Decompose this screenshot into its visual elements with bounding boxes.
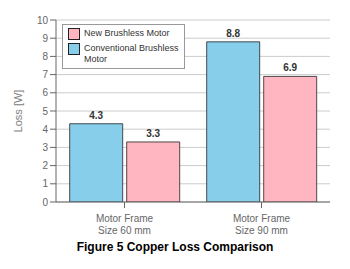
svg-text:Motor FrameSize 60 mm: Motor FrameSize 60 mm (96, 213, 154, 236)
svg-text:Loss [W]: Loss [W] (12, 90, 24, 133)
svg-text:8.8: 8.8 (226, 28, 240, 39)
svg-text:4: 4 (42, 124, 48, 135)
svg-text:3.3: 3.3 (146, 128, 160, 139)
svg-text:6: 6 (42, 87, 48, 98)
svg-text:8: 8 (42, 51, 48, 62)
html-text:Conventional Brushless: Conventional Brushless (84, 43, 179, 53)
svg-text:10: 10 (37, 15, 49, 26)
svg-text:0: 0 (42, 197, 48, 208)
svg-text:7: 7 (42, 69, 48, 80)
svg-text:3: 3 (42, 142, 48, 153)
html-text:Figure 5 Copper Loss Compariso: Figure 5 Copper Loss Comparison (76, 240, 274, 254)
svg-text:1: 1 (42, 178, 48, 189)
svg-text:4.3: 4.3 (89, 110, 103, 121)
svg-text:5: 5 (42, 106, 48, 117)
svg-text:2: 2 (42, 160, 48, 171)
svg-text:6.9: 6.9 (283, 62, 297, 73)
html-text:New Brushless Motor: New Brushless Motor (84, 28, 170, 38)
svg-text:9: 9 (42, 33, 48, 44)
svg-text:Motor FrameSize 90 mm: Motor FrameSize 90 mm (233, 213, 291, 236)
html-text:Motor: Motor (84, 54, 107, 64)
